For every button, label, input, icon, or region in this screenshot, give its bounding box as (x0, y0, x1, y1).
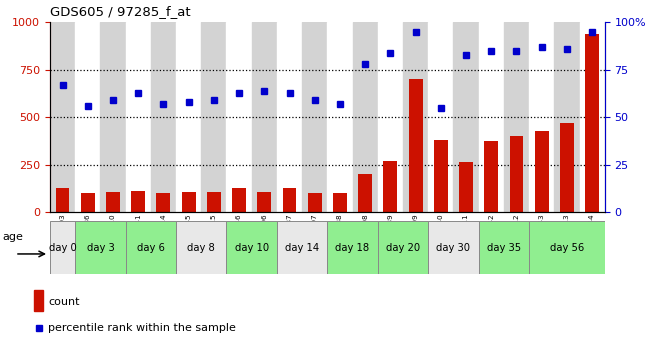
Bar (504, 22, 529, 212)
Bar (302, 22, 328, 212)
Bar (428, 221, 479, 274)
Text: day 35: day 35 (487, 243, 521, 253)
Bar (75, 22, 101, 212)
Bar (328, 221, 378, 274)
Bar (131, 191, 145, 212)
Bar (282, 188, 296, 212)
Bar (151, 22, 176, 212)
Bar (35, 290, 43, 311)
Text: day 20: day 20 (386, 243, 420, 253)
Bar (50, 22, 75, 212)
Text: day 10: day 10 (234, 243, 269, 253)
Bar (106, 192, 120, 212)
Bar (479, 22, 504, 212)
Bar (50, 221, 75, 274)
Text: age: age (3, 232, 23, 242)
Bar (226, 221, 277, 274)
Bar (479, 221, 529, 274)
Bar (101, 22, 126, 212)
Text: day 30: day 30 (436, 243, 470, 253)
Bar (454, 22, 479, 212)
Text: count: count (49, 297, 80, 307)
Bar (182, 192, 196, 212)
Bar (434, 140, 448, 212)
Bar (403, 22, 428, 212)
Bar (277, 221, 328, 274)
Text: day 3: day 3 (87, 243, 115, 253)
Bar (232, 188, 246, 212)
Bar (535, 130, 549, 212)
Bar (554, 22, 579, 212)
Bar (126, 221, 176, 274)
Bar (252, 22, 277, 212)
Bar (529, 221, 605, 274)
Bar (226, 22, 252, 212)
Bar (157, 193, 170, 212)
Bar (352, 22, 378, 212)
Text: percentile rank within the sample: percentile rank within the sample (49, 323, 236, 333)
Text: day 18: day 18 (336, 243, 370, 253)
Bar (378, 22, 403, 212)
Bar (81, 193, 95, 212)
Bar (529, 22, 554, 212)
Text: GDS605 / 97285_f_at: GDS605 / 97285_f_at (50, 6, 190, 19)
Text: day 14: day 14 (285, 243, 319, 253)
Bar (56, 188, 69, 212)
Text: day 0: day 0 (49, 243, 77, 253)
Bar (257, 192, 271, 212)
Bar (384, 161, 398, 212)
Bar (484, 141, 498, 212)
Bar (509, 136, 523, 212)
Bar (358, 174, 372, 212)
Bar (333, 193, 347, 212)
Bar (560, 123, 574, 212)
Bar (579, 22, 605, 212)
Bar (428, 22, 454, 212)
Bar (277, 22, 302, 212)
Bar (308, 193, 322, 212)
Text: day 56: day 56 (549, 243, 584, 253)
Bar (409, 79, 422, 212)
Bar (126, 22, 151, 212)
Bar (328, 22, 352, 212)
Bar (176, 221, 226, 274)
Bar (207, 192, 221, 212)
Bar (378, 221, 428, 274)
Bar (459, 162, 473, 212)
Bar (176, 22, 201, 212)
Text: day 8: day 8 (187, 243, 215, 253)
Bar (201, 22, 226, 212)
Bar (585, 34, 599, 212)
Bar (75, 221, 126, 274)
Text: day 6: day 6 (137, 243, 165, 253)
